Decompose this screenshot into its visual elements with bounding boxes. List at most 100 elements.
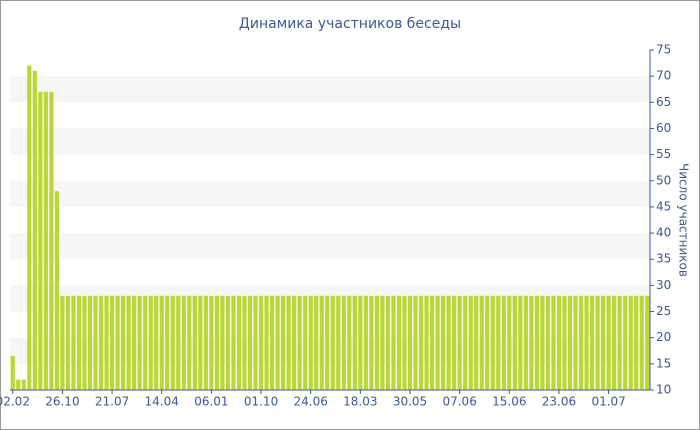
- bar: [623, 295, 628, 390]
- bar: [247, 295, 253, 390]
- bar: [143, 295, 148, 390]
- bar: [87, 295, 93, 390]
- bar: [595, 295, 600, 390]
- y-tick-label: 60: [656, 121, 671, 135]
- bar: [358, 295, 363, 390]
- x-tick-label: 15.06: [492, 395, 526, 409]
- bar: [176, 295, 181, 390]
- bar: [314, 295, 319, 390]
- bar: [209, 295, 214, 390]
- bar: [137, 295, 142, 390]
- x-tick-label: 24.06: [294, 395, 328, 409]
- bar: [71, 295, 76, 390]
- bar: [242, 295, 247, 390]
- y-tick-label: 45: [656, 199, 671, 213]
- bar: [49, 91, 54, 390]
- bar: [32, 70, 37, 390]
- bar: [76, 295, 82, 390]
- bar: [82, 295, 87, 390]
- bar: [496, 295, 501, 390]
- bar: [154, 295, 159, 390]
- bar: [352, 295, 357, 390]
- bar: [325, 295, 330, 390]
- bar: [203, 295, 208, 390]
- bar: [551, 295, 556, 390]
- bar: [634, 295, 639, 390]
- x-tick-label: 07.06: [442, 395, 476, 409]
- bar: [396, 295, 402, 390]
- bar: [567, 295, 573, 390]
- bar: [258, 295, 264, 390]
- bar: [21, 379, 26, 390]
- bar: [275, 295, 280, 390]
- y-tick-label: 40: [656, 226, 671, 240]
- bar: [98, 295, 104, 390]
- y-tick-label: 30: [656, 278, 671, 292]
- bar: [562, 295, 567, 390]
- bar: [529, 295, 534, 390]
- bar: [429, 295, 435, 390]
- bar: [181, 295, 186, 390]
- grid-band: [10, 76, 650, 103]
- bar: [38, 91, 43, 390]
- bar: [159, 295, 164, 390]
- bar: [534, 295, 539, 390]
- y-tick-label: 65: [656, 95, 671, 109]
- bar: [170, 295, 175, 390]
- bar: [60, 295, 65, 390]
- bar: [347, 295, 352, 390]
- y-tick-label: 20: [656, 330, 671, 344]
- bar: [556, 295, 562, 390]
- bar: [501, 295, 506, 390]
- y-axis-label: Число участников: [677, 163, 691, 277]
- bar: [601, 295, 606, 390]
- bar: [589, 295, 595, 390]
- bar: [165, 295, 170, 390]
- bar: [463, 295, 468, 390]
- bar: [115, 295, 120, 390]
- bar: [507, 295, 512, 390]
- bar: [27, 65, 32, 390]
- grid-band: [10, 128, 650, 155]
- bar: [363, 295, 368, 390]
- bar: [441, 295, 446, 390]
- bar: [490, 295, 495, 390]
- bar: [479, 295, 484, 390]
- bar: [578, 295, 584, 390]
- x-tick-label: 02.02: [0, 395, 30, 409]
- y-tick-label: 70: [656, 69, 671, 83]
- bar: [132, 295, 137, 390]
- x-tick-label: 18.03: [343, 395, 377, 409]
- bar: [319, 295, 324, 390]
- bar: [292, 295, 297, 390]
- bar: [286, 295, 291, 390]
- grid-band: [10, 233, 650, 260]
- bar: [236, 295, 242, 390]
- bar: [485, 295, 490, 390]
- y-tick-label: 35: [656, 252, 671, 266]
- bar: [54, 191, 59, 390]
- chart-title: Динамика участников беседы: [239, 16, 461, 32]
- y-tick-label: 75: [656, 43, 671, 57]
- y-tick-label: 10: [656, 383, 671, 397]
- x-tick-label: 26.10: [45, 395, 79, 409]
- x-tick-label: 21.07: [95, 395, 129, 409]
- bar: [126, 295, 131, 390]
- bar: [639, 295, 644, 390]
- bar: [374, 295, 379, 390]
- bar: [214, 295, 219, 390]
- bar: [617, 295, 622, 390]
- bar: [93, 295, 98, 390]
- bar: [303, 295, 308, 390]
- bar: [573, 295, 578, 390]
- bar: [584, 295, 589, 390]
- bar: [330, 295, 335, 390]
- y-tick-label: 50: [656, 173, 671, 187]
- bar: [192, 295, 197, 390]
- y-tick-label: 25: [656, 304, 671, 318]
- bar: [435, 295, 440, 390]
- bar: [523, 295, 528, 390]
- bar: [446, 295, 451, 390]
